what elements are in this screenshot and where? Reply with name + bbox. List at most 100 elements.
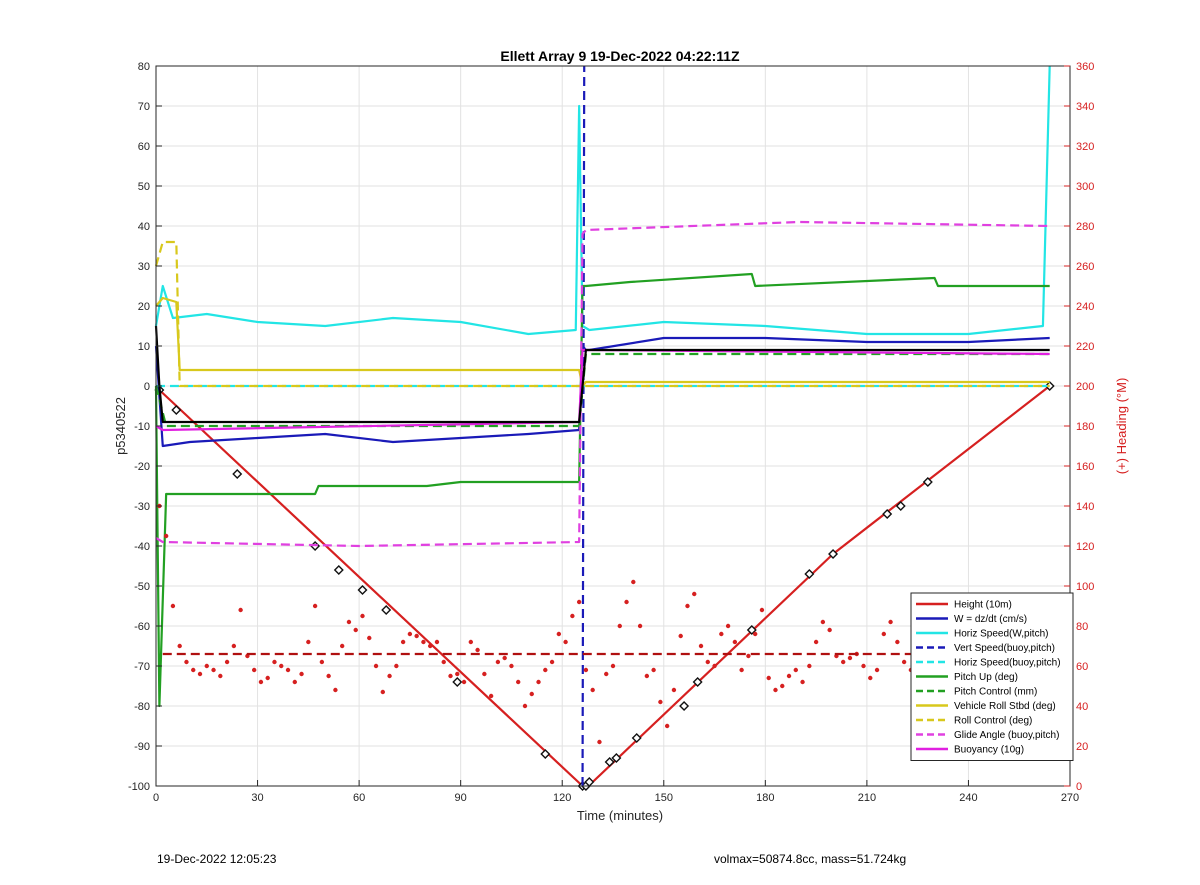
height-marker [828, 549, 839, 559]
chart-title: Ellett Array 9 19-Dec-2022 04:22:11Z [500, 48, 740, 64]
heading-point [475, 647, 480, 653]
y-tick-label-right: 40 [1076, 701, 1088, 713]
heading-point [671, 687, 677, 693]
y-tick-label-left: 10 [138, 341, 150, 353]
heading-point [536, 679, 541, 685]
heading-point [177, 643, 182, 649]
heading-point [502, 655, 507, 661]
x-tick-label: 210 [858, 792, 876, 804]
heading-point [637, 623, 643, 629]
x-tick-label: 90 [455, 792, 467, 804]
footer-timestamp: 19-Dec-2022 12:05:23 [157, 852, 277, 866]
y-tick-label-right: 140 [1076, 501, 1094, 513]
y-tick-label-right: 60 [1076, 661, 1088, 673]
y-tick-label-left: 30 [138, 261, 150, 273]
legend-entry-label: Height (10m) [954, 600, 1012, 611]
heading-point [563, 639, 568, 645]
heading-point [434, 639, 440, 645]
heading-point [204, 663, 209, 669]
heading-point [482, 671, 487, 677]
height-marker [895, 501, 906, 511]
heading-point [712, 663, 717, 669]
y-tick-label-right: 120 [1076, 541, 1094, 553]
heading-point [414, 633, 419, 639]
y-tick-label-left: 50 [138, 181, 150, 193]
heading-point [664, 723, 670, 729]
heading-point [543, 667, 548, 673]
x-tick-label: 240 [959, 792, 977, 804]
tick-layer: 0 30 60 90 120 150 180 210 240 270-100-90-80-70-6… [128, 61, 1094, 804]
heading-point [847, 655, 853, 661]
heading-point [820, 619, 826, 625]
legend-entry-label: Vehicle Roll Stbd (deg) [954, 701, 1056, 712]
x-axis-label: Time (minutes) [577, 808, 663, 823]
heading-point [556, 631, 562, 637]
height-marker [381, 605, 392, 615]
series-line-horiz-speed-w-pitch [154, 65, 1051, 336]
y-tick-label-right: 240 [1076, 301, 1094, 313]
y-tick-label-right: 280 [1076, 221, 1094, 233]
height-marker [692, 677, 703, 687]
heading-point [705, 659, 710, 665]
heading-point [651, 667, 656, 673]
x-tick-label: 270 [1061, 792, 1079, 804]
heading-point [360, 613, 365, 619]
y-tick-label-left: -70 [134, 661, 150, 673]
series-line-vbd-10-cc [154, 325, 1050, 424]
heading-point [258, 679, 264, 685]
heading-point [170, 603, 176, 609]
y-tick-label-left: -60 [134, 621, 150, 633]
height-marker [232, 469, 243, 479]
height-marker [679, 701, 690, 711]
heading-point [285, 667, 291, 673]
heading-point [191, 667, 196, 673]
heading-point [793, 667, 798, 673]
heading-point [901, 659, 907, 665]
y-tick-label-right: 100 [1076, 581, 1094, 593]
x-tick-label: 150 [655, 792, 673, 804]
heading-point [881, 631, 887, 637]
y-tick-label-left: -80 [134, 701, 150, 713]
x-tick-label: 30 [251, 792, 263, 804]
height-marker [333, 565, 344, 575]
y-tick-label-left: -90 [134, 741, 150, 753]
height-marker [882, 509, 893, 519]
legend: Height (10m) W = dz/dt (cm/s) Horiz Speed(… [910, 592, 1074, 761]
heading-point [597, 739, 602, 745]
y-tick-label-left: 0 [144, 381, 150, 393]
y-tick-label-right: 220 [1076, 341, 1094, 353]
legend-entry-label: Pitch Up (deg) [954, 672, 1018, 683]
series-layer [154, 65, 1055, 791]
y-tick-label-left: -10 [134, 421, 150, 433]
heading-point [353, 627, 358, 633]
legend-entry-label: Roll Control (deg) [954, 716, 1032, 727]
heading-point [583, 667, 589, 673]
height-marker [611, 753, 622, 763]
heading-point [218, 673, 223, 679]
y-axis-label-left: p5340522 [113, 397, 128, 455]
y-tick-label-right: 160 [1076, 461, 1094, 473]
y-axis-label-right: (+) Heading (°M) [1114, 378, 1129, 475]
y-tick-label-left: -40 [134, 541, 150, 553]
y-tick-label-right: 80 [1076, 621, 1088, 633]
heading-point [184, 659, 189, 665]
y-tick-label-left: -50 [134, 581, 150, 593]
heading-point [238, 607, 243, 613]
heading-point [604, 671, 609, 677]
height-marker [540, 749, 551, 759]
heading-point [786, 673, 792, 679]
heading-point [685, 603, 690, 609]
series-line-vehicle-roll-stbd-deg [155, 296, 1050, 388]
heading-point [522, 703, 528, 709]
height-marker [171, 405, 182, 415]
heading-point [461, 679, 467, 685]
heading-point [428, 643, 433, 649]
series-line-roll-control-deg [154, 240, 1050, 388]
y-tick-label-left: -20 [134, 461, 150, 473]
heading-point [576, 599, 582, 605]
y-tick-label-right: 0 [1076, 781, 1082, 793]
heading-point [279, 663, 284, 669]
heading-point [888, 619, 893, 625]
heading-point [732, 639, 738, 645]
height-marker [804, 569, 815, 579]
